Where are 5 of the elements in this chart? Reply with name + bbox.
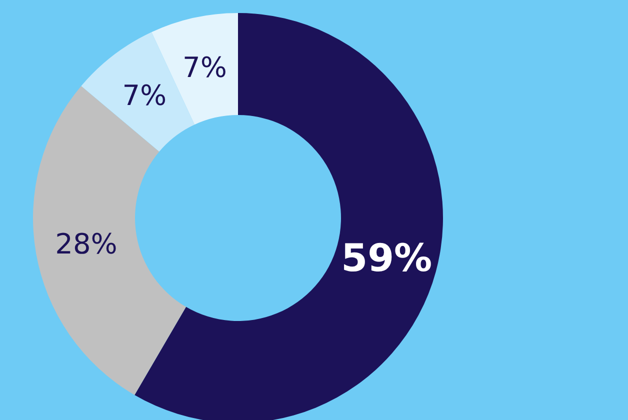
data-label: 59% — [341, 236, 432, 280]
data-label: 28% — [55, 228, 118, 261]
data-label: 7% — [182, 51, 227, 84]
data-label: 7% — [122, 79, 167, 112]
donut-slice — [33, 86, 186, 395]
